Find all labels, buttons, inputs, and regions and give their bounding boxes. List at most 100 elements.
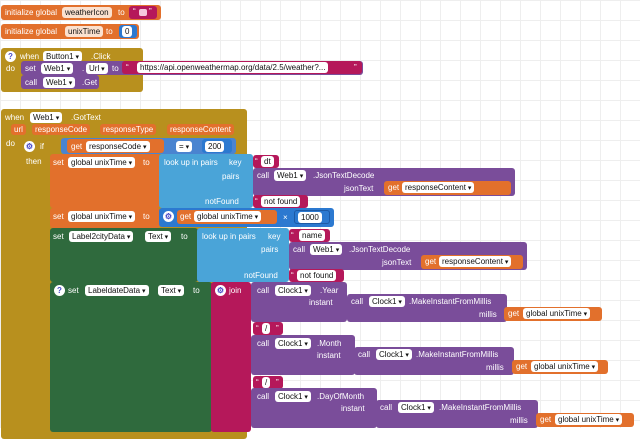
if-gear-icon[interactable]: ⚙ — [24, 141, 35, 152]
var-dropdown[interactable]: responseContent — [439, 256, 512, 267]
call-web1-jsontextdecode-block[interactable]: call Web1 .JsonTextDecode jsonText get r… — [253, 168, 515, 196]
text-slash-block-2[interactable]: “ / ” — [253, 376, 283, 389]
var-dropdown[interactable]: global unixTime — [68, 157, 136, 168]
component-dropdown[interactable]: Web1 — [30, 112, 63, 123]
set-label2citydata-block[interactable]: set Label2cityData Text to — [50, 228, 198, 282]
call-web1-jsontextdecode-block-2[interactable]: call Web1 .JsonTextDecode jsonText get r… — [289, 242, 527, 270]
var-dropdown[interactable]: global unixTime — [523, 308, 591, 319]
if-keyword: if — [40, 142, 44, 151]
set-global-unixtime-multiply-block[interactable]: set global unixTime to — [50, 208, 160, 228]
var-dropdown[interactable]: responseContent — [402, 182, 475, 193]
set-labeldatedata-block[interactable]: ? set LabeldateData Text to — [50, 282, 212, 432]
clock-component-dropdown[interactable]: Clock1 — [275, 391, 311, 402]
lookup-in-pairs-name-block[interactable]: look up in pairs key pairs notFound — [197, 228, 289, 282]
open-quote: “ — [126, 63, 129, 72]
web-component-dropdown[interactable]: Web1 — [41, 63, 74, 74]
operator-dropdown[interactable]: = — [176, 141, 193, 152]
do-keyword: do — [6, 139, 15, 148]
clock-component-dropdown[interactable]: Clock1 — [398, 402, 434, 413]
get-global-unixtime-block-2[interactable]: get global unixTime — [512, 360, 608, 374]
clock-component-dropdown[interactable]: Clock1 — [275, 285, 311, 296]
call-clock1-year-block[interactable]: call Clock1 .Year instant — [251, 282, 347, 322]
text-value[interactable]: not found — [297, 270, 337, 281]
text-value[interactable]: dt — [261, 156, 274, 167]
var-dropdown[interactable]: global unixTime — [531, 361, 599, 372]
url-text-block[interactable]: “ https://api.openweathermap.org/data/2.… — [122, 61, 362, 74]
param-responsecontent[interactable]: responseContent — [167, 124, 234, 135]
property-dropdown[interactable]: Url — [86, 63, 108, 74]
property-dropdown[interactable]: Text — [158, 285, 185, 296]
call-clock1-month-block[interactable]: call Clock1 .Month instant — [251, 335, 355, 375]
set-keyword: set — [25, 64, 36, 73]
get-global-unixtime-block[interactable]: get global unixTime — [504, 307, 602, 321]
if-block[interactable]: ⚙ if then — [21, 138, 51, 428]
to-keyword: to — [143, 158, 150, 167]
get-responsecontent-block[interactable]: get responseContent — [421, 255, 523, 269]
number-block[interactable]: 1000 — [294, 210, 330, 224]
join-block[interactable]: ⚙ join — [211, 282, 251, 432]
text-value[interactable]: / — [262, 377, 271, 388]
web-component-dropdown[interactable]: Web1 — [43, 77, 76, 88]
property-dropdown[interactable]: Text — [145, 231, 172, 242]
var-name-field[interactable]: weatherIcon — [62, 7, 112, 18]
call-clock1-dayofmonth-block[interactable]: call Clock1 .DayOfMonth instant — [251, 388, 377, 428]
call-keyword: call — [380, 403, 393, 412]
init-global-unixtime-block[interactable]: initialize global unixTime to 0 — [1, 24, 139, 39]
web-component-dropdown[interactable]: Web1 — [310, 244, 343, 255]
text-name-block[interactable]: “ name — [289, 229, 330, 242]
empty-text-block[interactable]: “” — [129, 6, 157, 19]
url-value[interactable]: https://api.openweathermap.org/data/2.5/… — [137, 62, 329, 73]
multiply-block[interactable]: ⚙ get global unixTime × 1000 — [159, 208, 334, 227]
millis-label: millis — [486, 363, 504, 372]
param-responsetype[interactable]: responseType — [100, 124, 157, 135]
number-value[interactable]: 0 — [122, 26, 133, 37]
call-makeinstant-block-2[interactable]: call Clock1 .MakeInstantFromMillis milli… — [354, 347, 514, 375]
number-block[interactable]: 200 — [202, 139, 232, 153]
number-block[interactable]: 0 — [119, 25, 137, 38]
var-dropdown[interactable]: global unixTime — [555, 414, 623, 425]
call-web1-get-block[interactable]: call Web1 .Get — [21, 75, 99, 89]
number-value[interactable]: 1000 — [298, 212, 322, 223]
number-value[interactable]: 200 — [205, 141, 225, 152]
help-icon[interactable]: ? — [54, 285, 65, 296]
var-dropdown[interactable]: responseCode — [86, 141, 150, 152]
text-value[interactable]: / — [262, 323, 271, 334]
init-global-weathericon-block[interactable]: initialize global weatherIcon to “” — [1, 5, 161, 20]
text-value[interactable]: name — [299, 230, 326, 241]
open-quote: “ — [255, 197, 258, 206]
open-quote: “ — [255, 157, 258, 166]
join-gear-icon[interactable]: ⚙ — [215, 285, 226, 296]
param-responsecode[interactable]: responseCode — [32, 124, 91, 135]
close-quote: ” — [354, 63, 357, 72]
web-component-dropdown[interactable]: Web1 — [274, 170, 307, 181]
text-slash-block[interactable]: “ / ” — [253, 322, 283, 335]
clock-component-dropdown[interactable]: Clock1 — [369, 296, 405, 307]
set-global-unixtime-lookup-block[interactable]: set global unixTime to — [50, 154, 160, 208]
var-name-field[interactable]: unixTime — [65, 26, 104, 37]
text-dt-block[interactable]: “ dt — [253, 155, 279, 168]
multiply-gear-icon[interactable]: ⚙ — [163, 211, 174, 222]
get-responsecode-block[interactable]: get responseCode — [67, 139, 164, 153]
label-component-dropdown[interactable]: Label2cityData — [69, 231, 134, 242]
call-makeinstant-block-3[interactable]: call Clock1 .MakeInstantFromMillis milli… — [376, 400, 538, 428]
param-url[interactable]: url — [11, 124, 26, 135]
compare-block[interactable]: get responseCode = 200 — [61, 138, 236, 154]
clock-component-dropdown[interactable]: Clock1 — [376, 349, 412, 360]
get-global-unixtime-block[interactable]: get global unixTime — [177, 210, 277, 224]
get-global-unixtime-block-3[interactable]: get global unixTime — [536, 413, 634, 427]
call-makeinstant-block[interactable]: call Clock1 .MakeInstantFromMillis milli… — [347, 294, 507, 322]
label-component-dropdown[interactable]: LabeldateData — [85, 285, 149, 296]
mutator-gear-icon[interactable]: ? — [5, 51, 16, 62]
text-notfound-block[interactable]: “ not found — [253, 195, 308, 208]
text-value[interactable]: not found — [261, 196, 301, 207]
clock-component-dropdown[interactable]: Clock1 — [275, 338, 311, 349]
var-dropdown[interactable]: global unixTime — [194, 211, 262, 222]
text-notfound-block-2[interactable]: “ not found — [289, 269, 344, 282]
instant-label: instant — [341, 404, 365, 413]
get-responsecontent-block[interactable]: get responseContent — [384, 181, 511, 195]
call-keyword: call — [293, 245, 306, 254]
lookup-in-pairs-dt-block[interactable]: look up in pairs key pairs notFound — [159, 154, 253, 208]
set-web1-url-block[interactable]: set Web1 . Url to “ https://api.openweat… — [21, 61, 363, 75]
component-dropdown[interactable]: Button1 — [43, 51, 83, 62]
var-dropdown[interactable]: global unixTime — [68, 211, 136, 222]
